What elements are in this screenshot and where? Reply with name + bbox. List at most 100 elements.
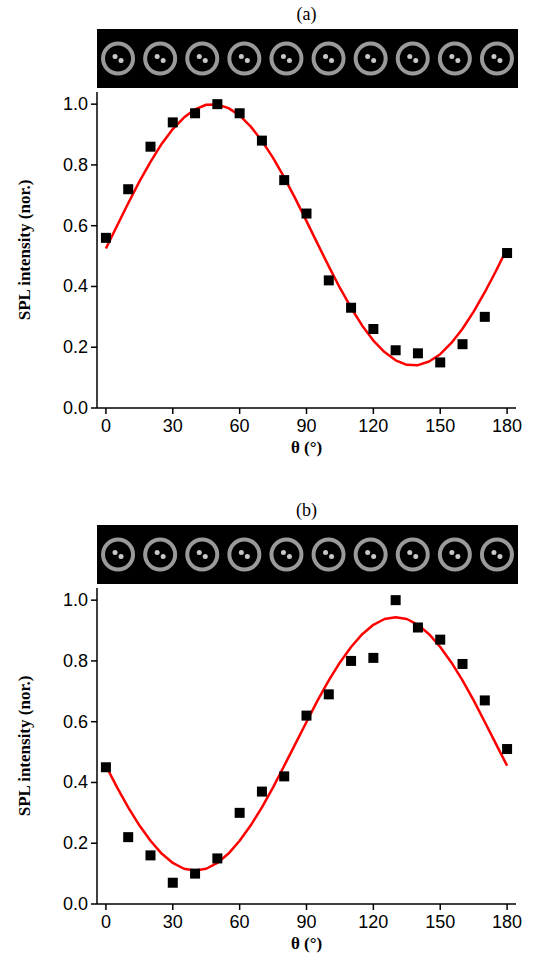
x-tick (105, 904, 107, 910)
beam-spot (245, 58, 250, 63)
y-tick (91, 721, 97, 723)
beam-ring (314, 44, 344, 74)
data-point (101, 233, 111, 243)
fit-line (106, 617, 507, 870)
x-tick (172, 408, 174, 414)
data-point (368, 324, 378, 334)
data-point (346, 656, 356, 666)
plot-area (101, 99, 512, 367)
y-tick (91, 660, 97, 662)
data-point (168, 878, 178, 888)
data-point (480, 695, 490, 705)
data-point (435, 635, 445, 645)
image-strip (97, 29, 518, 88)
beam-spot (497, 58, 502, 63)
y-tick (91, 164, 97, 166)
beam-spot (281, 550, 286, 555)
data-point (302, 711, 312, 721)
data-point (257, 787, 267, 797)
beam-spot (491, 54, 496, 59)
image-strip (97, 525, 518, 584)
y-tick-label: 0.0 (63, 398, 88, 418)
data-point (257, 136, 267, 146)
panel: (b)0.00.20.40.60.81.00306090120150180θ (… (15, 500, 522, 953)
y-tick (91, 346, 97, 348)
beam-spot (239, 550, 244, 555)
y-tick-label: 0.0 (63, 894, 88, 914)
plot-area (101, 595, 512, 888)
beam-ring (356, 44, 386, 74)
x-tick (506, 904, 508, 910)
beam-ring (314, 540, 344, 570)
y-axis-title: SPL intensity (nor.) (15, 180, 34, 321)
x-tick-label: 0 (101, 912, 111, 932)
y-axis-title: SPL intensity (nor.) (15, 676, 34, 817)
x-tick-label: 120 (358, 912, 388, 932)
beam-ring (398, 540, 428, 570)
y-axis-line (96, 92, 98, 408)
data-point (346, 303, 356, 313)
x-axis-title: θ (°) (291, 438, 322, 457)
y-tick-label: 1.0 (63, 590, 88, 610)
x-tick-label: 180 (492, 416, 522, 436)
beam-spot (323, 550, 328, 555)
beam-spot (455, 58, 460, 63)
y-tick (91, 599, 97, 601)
beam-spot (281, 54, 286, 59)
data-point (458, 339, 468, 349)
beam-spot (365, 54, 370, 59)
data-point (413, 623, 423, 633)
y-tick-label: 0.2 (63, 833, 88, 853)
panel-title: (a) (297, 4, 317, 25)
x-tick (506, 408, 508, 414)
beam-spot (113, 54, 118, 59)
y-tick (91, 103, 97, 105)
data-point (279, 175, 289, 185)
y-tick (91, 842, 97, 844)
data-point (502, 744, 512, 754)
beam-spot (371, 58, 376, 63)
y-tick (91, 903, 97, 905)
data-point (212, 853, 222, 863)
data-point (368, 653, 378, 663)
data-point (168, 117, 178, 127)
x-tick (306, 904, 308, 910)
x-tick-label: 150 (425, 416, 455, 436)
x-tick-label: 60 (230, 416, 250, 436)
data-point (123, 832, 133, 842)
beam-ring (356, 540, 386, 570)
x-tick (239, 408, 241, 414)
x-tick (172, 904, 174, 910)
data-point (101, 762, 111, 772)
x-tick-label: 90 (296, 416, 316, 436)
beam-ring (440, 540, 470, 570)
y-tick (91, 782, 97, 784)
y-tick-label: 0.6 (63, 216, 88, 236)
x-tick (373, 408, 375, 414)
data-point (458, 659, 468, 669)
beam-ring (229, 540, 259, 570)
beam-spot (245, 554, 250, 559)
beam-spot (203, 58, 208, 63)
x-tick-label: 90 (296, 912, 316, 932)
y-tick (91, 286, 97, 288)
x-axis-title: θ (°) (291, 934, 322, 953)
data-point (391, 595, 401, 605)
beam-spot (119, 58, 124, 63)
data-point (190, 108, 200, 118)
beam-ring (271, 540, 301, 570)
x-tick-label: 180 (492, 912, 522, 932)
y-tick-label: 1.0 (63, 94, 88, 114)
x-tick (239, 904, 241, 910)
data-point (235, 108, 245, 118)
beam-ring (482, 44, 512, 74)
data-point (324, 689, 334, 699)
beam-spot (491, 550, 496, 555)
beam-spot (371, 554, 376, 559)
y-tick (91, 225, 97, 227)
beam-spot (407, 550, 412, 555)
beam-ring (187, 540, 217, 570)
beam-spot (449, 550, 454, 555)
y-tick (91, 407, 97, 409)
x-tick (439, 904, 441, 910)
